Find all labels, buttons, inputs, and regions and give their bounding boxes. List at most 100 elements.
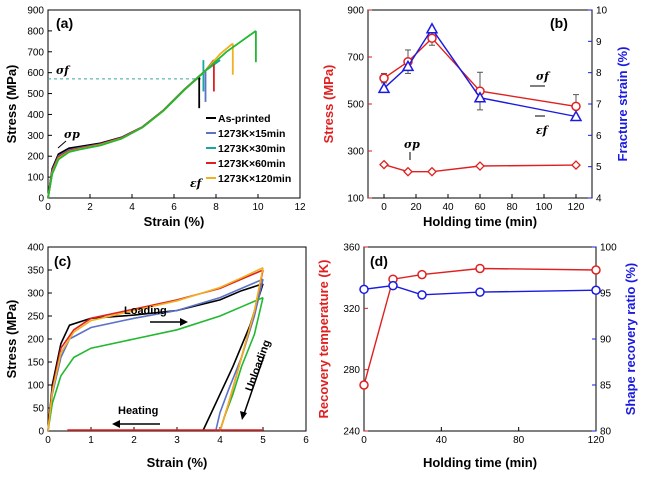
panel-a-ytick-label: 700: [27, 47, 44, 58]
panel-a-xtick-label: 6: [171, 202, 177, 213]
panel-a-xtick-label: 8: [213, 202, 219, 213]
panel-b-xlabel: Holding time (min): [423, 214, 537, 229]
panel-a-ytick-label: 400: [27, 110, 44, 121]
panel-d-point: [591, 265, 601, 275]
panel-b-point: [379, 159, 389, 170]
panel-b-point: [401, 59, 415, 72]
panel-a-xtick-label: 0: [45, 202, 51, 213]
panel-b-ytick-label: 900: [347, 6, 364, 17]
panel-b-ylabel: Stress (MPa): [321, 65, 336, 144]
panel-c-ytick-label: 300: [27, 289, 44, 300]
panel-c-ytick-label: 0: [38, 427, 44, 438]
panel-b-point: [427, 166, 437, 177]
panel-b-ytick-label-right: 9: [596, 37, 602, 48]
panel-b-point: [571, 160, 581, 171]
panel-d-series-0: [363, 267, 597, 386]
panel-b-xtick-label: 60: [474, 202, 486, 213]
panel-b-xtick-label: 80: [506, 202, 518, 213]
panel-d-point: [417, 290, 427, 300]
panel-b: 0 20 40 60 80 100 120 100 300 500 700 900 4 5 6 7 8 9 10 Ho…: [321, 6, 630, 230]
panel-c-ytick-label: 100: [27, 381, 44, 392]
panel-b-ytick-label: 300: [347, 147, 364, 158]
panel-b-ytick-label-right: 5: [596, 162, 602, 173]
panel-a-sigma-p-arrow: [57, 140, 67, 149]
panel-b-ytick-label: 700: [347, 53, 364, 64]
panel-c-ytick-label: 200: [27, 335, 44, 346]
panel-d-ytick-label-right: 85: [600, 381, 612, 392]
panel-a-annotation-sigma-f: σf: [56, 64, 71, 77]
panel-c-xtick-label: 6: [303, 435, 309, 446]
panel-d-frame: [363, 246, 597, 432]
panel-c-xtick-label: 4: [217, 435, 223, 446]
panel-a-ylabel: Stress (MPa): [4, 65, 19, 144]
panel-b-ylabel-right: Fracture strain (%): [615, 47, 630, 162]
panel-c-xtick-label: 3: [174, 435, 180, 446]
panel-c-ytick-label: 250: [27, 312, 44, 323]
panel-c: 0 1 2 3 4 5 6 0 50 100 150 200 250 300 350 400 Strain (%…: [4, 243, 309, 471]
panel-b-xtick-label: 40: [442, 202, 454, 213]
panel-a-annotation-eps-f: εf: [190, 177, 204, 190]
panel-a-legend-entry: 1273K×120min: [218, 173, 291, 185]
panel-b-point: [377, 81, 391, 94]
panel-c-unloading-arrow: [243, 355, 265, 415]
panel-b-annotation-eps-f: εf: [536, 124, 550, 137]
panel-d-ytick-label: 360: [343, 243, 360, 254]
panel-b-xtick-label: 120: [568, 202, 585, 213]
panel-a-label: (a): [56, 15, 73, 31]
panel-b-point: [571, 101, 581, 112]
panel-b-point: [425, 22, 439, 34]
panel-c-xtick-label: 5: [260, 435, 266, 446]
panel-c-label: (c): [54, 253, 71, 269]
panel-b-ytick-label-right: 4: [596, 194, 602, 205]
panel-c-unloading-curve-4: [219, 267, 264, 432]
panel-c-annotation-loading: Loading: [124, 305, 167, 317]
panel-d-point: [475, 263, 485, 274]
panel-c-annotation-heating: Heating: [118, 405, 158, 417]
panel-b-point: [473, 91, 487, 103]
panel-b-ytick-label-right: 6: [596, 131, 602, 142]
panel-a-xtick-label: 12: [294, 202, 306, 213]
panel-c-ytick-label: 350: [27, 266, 44, 277]
panel-a-ytick-label: 0: [38, 194, 44, 205]
panel-c-ytick-label: 400: [27, 243, 44, 254]
panel-d-ytick-label: 320: [343, 304, 360, 315]
panel-b-xtick-label: 0: [381, 202, 387, 213]
panel-a-xtick-label: 4: [129, 202, 135, 213]
panel-d-point: [359, 380, 369, 390]
panel-b-label: (b): [550, 15, 568, 31]
panel-d-xtick-label: 120: [588, 435, 605, 446]
panel-d-ytick-label: 240: [343, 427, 360, 438]
panel-c-ytick-label: 50: [33, 404, 45, 415]
panel-c-xtick-label: 2: [131, 435, 137, 446]
panel-c-loading-arrowhead: [180, 318, 188, 326]
panel-d-point: [591, 285, 601, 295]
panel-c-loading-curve-0: [47, 283, 264, 432]
panel-d-ytick-label: 280: [343, 365, 360, 376]
panel-a-ytick-label: 100: [27, 173, 44, 184]
panel-a-ytick-label: 900: [27, 6, 44, 17]
panel-d-ytick-label-right: 80: [600, 427, 612, 438]
panel-c-xlabel: Strain (%): [147, 455, 208, 470]
panel-b-point: [427, 33, 437, 43]
panel-c-loading-curve-4: [47, 266, 264, 432]
panel-a-legend-entry: 1273K×15min: [218, 128, 285, 140]
panel-d-point: [359, 284, 369, 295]
panel-d-xlabel: Holding time (min): [423, 455, 537, 470]
panel-a-ytick-label: 500: [27, 89, 44, 100]
panel-c-unloading-arrowhead: [240, 411, 247, 420]
panel-a: 0 2 4 6 8 10 12 0 100 200 300 400 500 600 700 800 900 Str…: [4, 6, 306, 230]
panel-a-series-4: [47, 42, 234, 199]
panel-a-ytick-label: 800: [27, 26, 44, 37]
panel-b-ytick-label-right: 8: [596, 68, 602, 79]
panel-a-legend-entry: 1273K×30min: [218, 143, 285, 155]
panel-b-annotation-sigma-p: σp: [404, 138, 420, 151]
panel-b-ytick-label-right: 7: [596, 100, 602, 111]
panel-c-xtick-label: 1: [88, 435, 94, 446]
panel-a-xtick-label: 10: [252, 202, 264, 213]
panel-a-xtick-label: 2: [87, 202, 93, 213]
panel-b-xtick-label: 20: [410, 202, 422, 213]
panel-b-point: [403, 166, 413, 177]
panel-c-ylabel: Stress (MPa): [4, 300, 19, 379]
